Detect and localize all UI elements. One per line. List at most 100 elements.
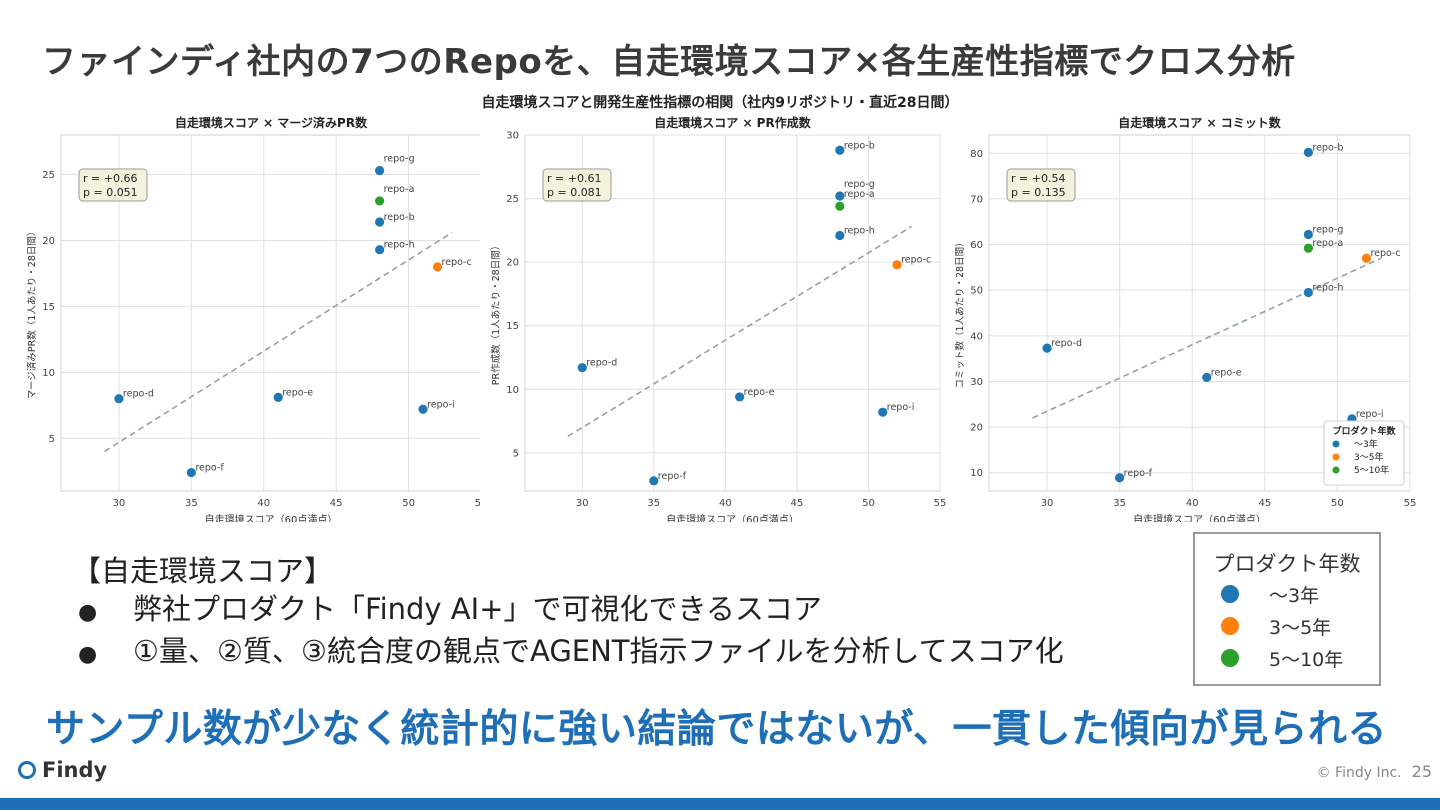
bullet-item: ● 弊社プロダクト「Findy AI+」で可視化できるスコア	[78, 588, 1064, 630]
point-label: repo-e	[1211, 367, 1242, 378]
point-label: repo-b	[1312, 142, 1343, 153]
trend-line	[1032, 257, 1382, 419]
point-label: repo-f	[1124, 468, 1153, 479]
y-tick-label: 20	[970, 423, 983, 434]
x-tick-label: 50	[862, 498, 875, 509]
point-label: repo-g	[844, 179, 875, 190]
data-point	[114, 394, 124, 404]
bottom-accent-bar	[0, 798, 1440, 810]
chart-panel-merged-pr: 303540455055510152025自走環境スコア × マージ済みPR数自…	[0, 112, 487, 526]
x-axis-label: 自走環境スコア（60点満点）	[205, 513, 338, 522]
chart-legend-marker	[1332, 440, 1340, 448]
stats-box	[78, 168, 148, 202]
point-label: repo-a	[1312, 238, 1343, 249]
x-tick-label: 30	[1041, 498, 1054, 509]
point-label: repo-h	[384, 240, 415, 251]
point-label: repo-i	[1356, 409, 1384, 420]
legend-label: 3〜5年	[1269, 616, 1332, 639]
legend-item: 3〜5年	[1195, 610, 1379, 642]
y-axis-label: PR作成数（1人あたり・28日間）	[490, 241, 502, 385]
correlation-r: r = +0.66	[83, 172, 137, 185]
x-axis-label: 自走環境スコア（60点満点）	[1133, 513, 1266, 522]
data-point	[432, 262, 443, 272]
x-tick-label: 30	[576, 498, 589, 509]
x-tick-label: 50	[402, 498, 415, 509]
x-tick-label: 35	[647, 498, 660, 509]
stats-box	[542, 168, 612, 202]
chart-title: 自走環境スコア × マージ済みPR数	[175, 115, 368, 130]
data-point	[1303, 287, 1313, 298]
legend-item: 〜3年	[1195, 578, 1379, 610]
data-point	[835, 230, 845, 241]
trend-line	[567, 225, 912, 438]
data-point	[375, 245, 385, 255]
y-tick-label: 5	[49, 434, 55, 445]
x-tick-label: 40	[719, 498, 732, 509]
data-point	[835, 145, 845, 155]
point-label: repo-e	[744, 387, 775, 398]
data-point	[273, 392, 283, 402]
scatter-chart-commits: 30 35 40 45 50 55 10 20 30 40 50 60 70 80 自走環境スコア × コミ…	[954, 115, 1417, 526]
x-tick-label: 30	[113, 498, 126, 509]
bullet-item: ● ①量、②質、③統合度の観点でAGENT指示ファイルを分析してスコア化	[78, 630, 1064, 672]
x-tick-label: 35	[185, 498, 198, 509]
y-tick-label: 10	[970, 468, 983, 479]
data-point	[1361, 253, 1372, 263]
y-axis-label: マージ済みPR数（1人あたり・28日間）	[26, 227, 38, 400]
y-tick-label: 5	[513, 448, 519, 459]
point-label: repo-e	[282, 387, 313, 398]
copyright: © Findy Inc.	[1316, 765, 1402, 781]
y-tick-label: 60	[970, 240, 983, 251]
y-tick-label: 15	[42, 302, 55, 313]
bullet-marker: ●	[78, 600, 98, 625]
y-tick-label: 10	[42, 368, 55, 379]
product-age-legend: プロダクト年数 〜3年 3〜5年 5〜10年	[1193, 532, 1381, 686]
point-label: repo-c	[442, 257, 472, 268]
bullet-marker: ●	[78, 642, 98, 667]
y-tick-label: 80	[970, 149, 983, 160]
data-point	[375, 196, 385, 206]
x-axis-label: 自走環境スコア（60点満点）	[666, 513, 799, 522]
data-point	[577, 363, 587, 373]
point-label: repo-g	[1312, 224, 1343, 235]
data-point	[1303, 147, 1313, 157]
p-value: p = 0.135	[1011, 186, 1066, 199]
chart-suptitle: 自走環境スコアと開発生産性指標の相関（社内9リポジトリ・直近28日間）	[481, 95, 959, 111]
bullet-text: ①量、②質、③統合度の観点でAGENT指示ファイルを分析してスコア化	[133, 634, 1064, 668]
point-label: repo-a	[844, 189, 875, 200]
data-point	[735, 392, 745, 402]
y-tick-label: 70	[970, 194, 983, 205]
chart-legend-title: プロダクト年数	[1332, 425, 1396, 437]
p-value: p = 0.081	[547, 186, 602, 199]
data-point	[1115, 473, 1125, 483]
y-tick-label: 30	[970, 377, 983, 388]
x-tick-label: 55	[1404, 498, 1417, 509]
slide-title: ファインディ社内の7つのRepoを、自走環境スコア×各生産性指標でクロス分析	[42, 42, 1296, 82]
data-point	[835, 201, 845, 211]
x-tick-label: 45	[1258, 498, 1271, 509]
data-point	[186, 467, 196, 478]
chart-legend-marker	[1332, 453, 1340, 461]
x-tick-label: 45	[330, 498, 343, 509]
point-label: repo-d	[1051, 338, 1082, 349]
data-point	[418, 404, 428, 414]
point-label: repo-h	[844, 225, 875, 236]
chart-legend-label: 〜3年	[1354, 438, 1378, 450]
x-tick-label: 40	[1186, 498, 1199, 509]
point-label: repo-h	[1312, 282, 1343, 293]
y-tick-label: 20	[506, 258, 519, 269]
y-tick-label: 25	[506, 194, 519, 205]
data-point	[1303, 243, 1313, 253]
legend-marker-icon	[1221, 649, 1239, 667]
y-tick-label: 25	[42, 170, 55, 181]
x-tick-label: 35	[1113, 498, 1126, 509]
chart-title: 自走環境スコア × コミット数	[1118, 115, 1281, 130]
point-label: repo-g	[384, 154, 415, 165]
x-tick-label: 50	[1331, 498, 1344, 509]
bullet-list: ● 弊社プロダクト「Findy AI+」で可視化できるスコア ● ①量、②質、③統合…	[78, 588, 1064, 672]
data-point	[375, 217, 385, 227]
y-axis-label: コミット数（1人あたり・28日間）	[955, 237, 966, 388]
y-tick-label: 15	[506, 321, 519, 332]
y-tick-label: 40	[970, 331, 983, 342]
